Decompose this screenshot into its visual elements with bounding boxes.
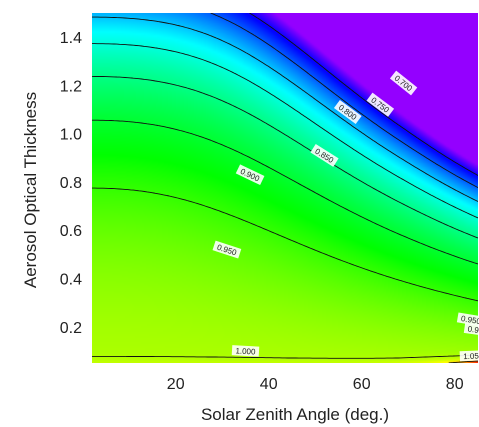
y-tick-label: 0.4: [60, 272, 82, 289]
contour-label-background: [389, 70, 418, 96]
y-tick-label: 0.8: [60, 175, 82, 192]
y-axis: 0.2 0.4 0.6 0.8 1.0 1.2 1.4: [60, 30, 82, 337]
contour-label: 0.950: [456, 312, 479, 327]
y-tick-label: 1.4: [60, 30, 82, 47]
contour-label-background: [310, 143, 339, 167]
x-tick-label: 20: [167, 376, 185, 393]
y-tick-label: 1.0: [60, 127, 82, 144]
contour-label: 1.000: [231, 345, 260, 357]
contour-label-background: [366, 92, 395, 117]
x-tick-label: 80: [446, 376, 464, 393]
contour-line: [249, 13, 478, 176]
heatmap-surface: [92, 13, 478, 363]
contour-line: [92, 43, 478, 219]
contour-line: [92, 187, 478, 302]
contour-label-background: [333, 99, 362, 125]
contour-label-background: [459, 350, 479, 362]
y-axis-title: Aerosol Optical Thickness: [21, 92, 40, 288]
contour-line: [92, 119, 478, 265]
contour-label-background: [235, 164, 265, 186]
contour-label: 0.9: [463, 323, 479, 336]
contour-label-background: [463, 323, 479, 336]
contour-label-text: 1.05: [463, 351, 479, 361]
contour-label-background: [212, 240, 242, 259]
contour-label-text: 0.950: [460, 314, 479, 326]
contour-label-text: 1.000: [235, 346, 256, 356]
y-tick-label: 1.2: [60, 78, 82, 95]
x-axis-title: Solar Zenith Angle (deg.): [201, 405, 389, 424]
contour-line: [210, 13, 478, 188]
y-tick-label: 0.2: [60, 320, 82, 337]
contour-line: [92, 354, 478, 359]
contour-line: [448, 360, 478, 363]
x-tick-label: 60: [353, 376, 371, 393]
contour-label-text: 0.9: [467, 324, 479, 335]
y-tick-label: 0.6: [60, 223, 82, 240]
contour-label-background: [456, 312, 479, 327]
contour-label-background: [231, 345, 260, 357]
x-tick-label: 40: [260, 376, 278, 393]
x-axis: 20 40 60 80: [167, 376, 464, 393]
contour-line: [92, 16, 478, 202]
contour-label: 1.05: [459, 350, 479, 362]
